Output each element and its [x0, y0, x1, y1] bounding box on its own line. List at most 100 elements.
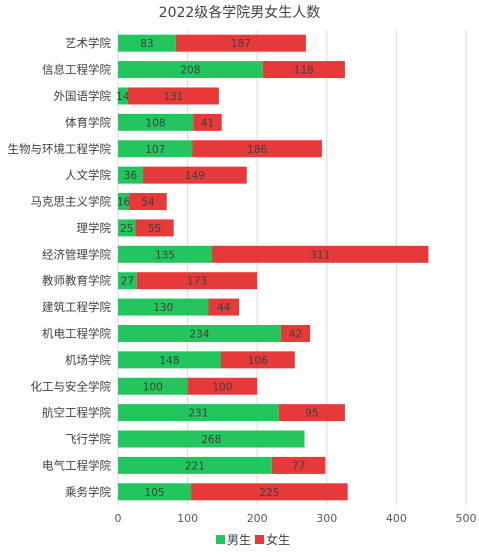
bar-segment — [118, 430, 305, 448]
category-label: 航空工程学院 — [42, 406, 111, 420]
bar-segment — [118, 456, 272, 474]
data-label: 149 — [185, 170, 205, 182]
data-label: 77 — [292, 460, 305, 472]
data-label: 55 — [148, 223, 161, 235]
data-label: 118 — [294, 65, 314, 77]
bar-segment — [136, 272, 258, 290]
data-label: 27 — [121, 276, 134, 288]
bar-segment — [118, 377, 188, 395]
data-label: 44 — [217, 302, 231, 314]
category-label: 外国语学院 — [54, 89, 112, 103]
category-label: 经济管理学院 — [42, 247, 111, 261]
bar-segment — [192, 140, 322, 158]
bar-segment — [118, 404, 279, 422]
category-label: 乘务学院 — [65, 485, 111, 499]
data-label: 225 — [259, 487, 279, 499]
data-label: 221 — [185, 460, 205, 472]
bar-segment — [193, 113, 222, 131]
bar-segment — [211, 245, 429, 263]
data-label: 130 — [153, 302, 173, 314]
bar-segment — [118, 193, 130, 211]
data-label: 106 — [248, 355, 268, 367]
bar-segment — [280, 324, 311, 342]
data-label: 83 — [140, 38, 153, 50]
chart-title: 2022级各学院男女生人数 — [159, 4, 321, 21]
data-label: 95 — [305, 408, 318, 420]
category-label: 建筑工程学院 — [42, 300, 111, 314]
category-label: 信息工程学院 — [42, 63, 111, 77]
legend-swatch-male — [216, 535, 225, 544]
category-label: 人文学院 — [65, 168, 111, 182]
data-label: 42 — [289, 328, 302, 340]
x-tick-label: 500 — [456, 512, 477, 525]
data-label: 234 — [189, 328, 209, 340]
x-axis-ticks: 0 100 200 300 400 500 — [115, 512, 477, 525]
bar-segment — [262, 61, 345, 79]
data-label: 311 — [310, 249, 330, 261]
x-tick-label: 100 — [177, 512, 198, 525]
bar-segment — [118, 298, 209, 316]
legend: 男生 女生 — [216, 532, 290, 547]
bar-segment — [175, 34, 306, 52]
bar-segment — [118, 61, 263, 79]
category-label: 生物与环境工程学院 — [8, 142, 112, 156]
bar-segment — [118, 113, 194, 131]
data-label: 131 — [163, 91, 183, 103]
bar-segment — [118, 483, 192, 501]
legend-label-male: 男生 — [227, 533, 251, 547]
data-label: 41 — [201, 117, 214, 129]
bar-segment — [118, 140, 193, 158]
x-tick-label: 0 — [115, 512, 122, 525]
data-label: 231 — [188, 408, 208, 420]
category-label: 马克思主义学院 — [31, 195, 112, 209]
data-label: 54 — [141, 197, 155, 209]
x-tick-label: 200 — [247, 512, 268, 525]
data-label: 107 — [145, 144, 165, 156]
data-label: 105 — [145, 487, 165, 499]
legend-label-female: 女生 — [266, 532, 290, 547]
category-label: 艺术学院 — [65, 36, 111, 50]
category-label: 体育学院 — [65, 115, 111, 129]
bar-segment — [118, 272, 137, 290]
data-label: 16 — [117, 197, 131, 209]
data-label: 36 — [124, 170, 138, 182]
bar-segment — [143, 166, 247, 184]
grid-lines — [117, 30, 467, 505]
data-label: 148 — [159, 355, 179, 367]
category-label: 机电工程学院 — [42, 326, 111, 340]
bar-segment — [191, 483, 348, 501]
bar-segment — [129, 193, 167, 211]
bar-segment — [271, 456, 326, 474]
data-label: 186 — [247, 144, 267, 156]
x-tick-label: 300 — [316, 512, 337, 525]
bar-segment — [118, 34, 176, 52]
data-label: 208 — [180, 65, 200, 77]
data-label: 173 — [187, 276, 207, 288]
bar-segment — [118, 166, 144, 184]
data-label: 25 — [120, 223, 133, 235]
data-label: 14 — [116, 91, 130, 103]
bars: 83 187 208 118 14 131 108 41 107 186 36 149 16 54 25 55… — [116, 34, 429, 501]
data-label: 108 — [146, 117, 166, 129]
bar-segment — [208, 298, 240, 316]
bar-segment — [118, 87, 128, 105]
category-label: 教师教育学院 — [42, 274, 111, 288]
bar-segment — [135, 219, 174, 237]
legend-swatch-female — [255, 535, 264, 544]
category-labels: 艺术学院信息工程学院外国语学院体育学院生物与环境工程学院人文学院马克思主义学院理… — [8, 36, 112, 499]
bar-segment — [118, 324, 281, 342]
data-label: 187 — [231, 38, 251, 50]
x-tick-label: 400 — [386, 512, 407, 525]
data-label: 135 — [155, 249, 175, 261]
category-label: 机场学院 — [65, 353, 111, 367]
data-label: 100 — [143, 381, 163, 393]
bar-segment — [187, 377, 258, 395]
data-label: 268 — [201, 434, 221, 446]
bar-segment — [127, 87, 219, 105]
category-label: 理学院 — [77, 221, 112, 235]
bar-segment — [118, 245, 212, 263]
bar-segment — [221, 351, 295, 369]
category-label: 飞行学院 — [65, 432, 111, 446]
category-label: 化工与安全学院 — [31, 379, 112, 393]
